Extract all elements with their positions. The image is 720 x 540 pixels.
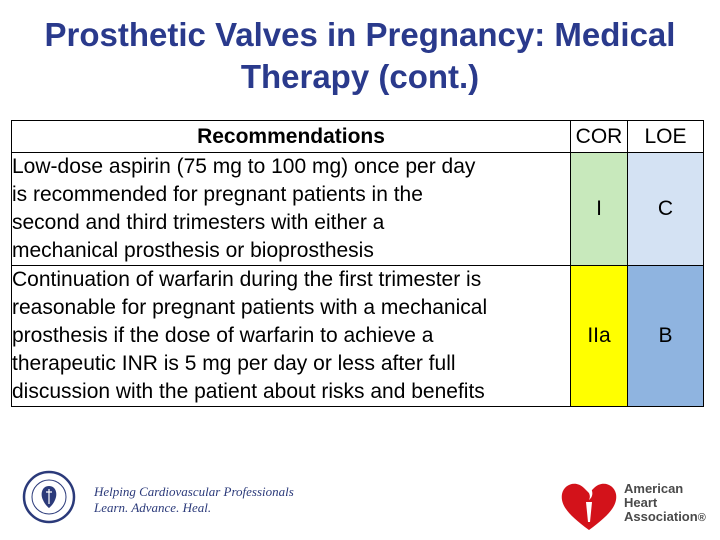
recommendation-text: Continuation of warfarin during the firs… bbox=[11, 265, 571, 407]
heart-torch-icon bbox=[561, 483, 617, 530]
aha-logo: American Heart Association® bbox=[558, 476, 718, 536]
recommendation-line: prosthesis if the dose of warfarin to ac… bbox=[12, 324, 434, 347]
acc-tagline-line: Learn. Advance. Heal. bbox=[94, 500, 212, 515]
aha-wordmark: American Heart Association® bbox=[624, 482, 706, 525]
acc-tagline-line: Helping Cardiovascular Professionals bbox=[94, 484, 294, 499]
recommendation-line: mechanical prosthesis or bioprosthesis bbox=[12, 239, 374, 262]
aha-word: Heart bbox=[624, 495, 658, 510]
recommendation-line: Continuation of warfarin during the firs… bbox=[12, 268, 482, 291]
table-row: Continuation of warfarin during the firs… bbox=[11, 265, 704, 407]
acc-tagline: Helping Cardiovascular Professionals Lea… bbox=[94, 484, 294, 516]
title-line-2: Therapy (cont.) bbox=[240, 58, 480, 95]
cor-cell: I bbox=[570, 152, 628, 266]
slide-title: Prosthetic Valves in Pregnancy: Medical … bbox=[0, 14, 720, 98]
header-loe: LOE bbox=[627, 120, 704, 153]
header-recommendations: Recommendations bbox=[11, 120, 571, 153]
title-line-1: Prosthetic Valves in Pregnancy: Medical bbox=[44, 16, 676, 53]
table-header-row: Recommendations COR LOE bbox=[11, 120, 704, 153]
aha-word: Association bbox=[624, 509, 698, 524]
recommendation-text: Low-dose aspirin (75 mg to 100 mg) once … bbox=[11, 152, 571, 266]
header-cor: COR bbox=[570, 120, 628, 153]
loe-cell: B bbox=[627, 265, 704, 407]
aha-word-line: Association® bbox=[624, 510, 706, 525]
recommendations-table: Recommendations COR LOE Low-dose aspirin… bbox=[11, 120, 704, 407]
recommendation-line: reasonable for pregnant patients with a … bbox=[12, 296, 488, 319]
recommendation-line: is recommended for pregnant patients in … bbox=[12, 183, 423, 206]
cor-cell: IIa bbox=[570, 265, 628, 407]
trademark-mark: ® bbox=[697, 512, 706, 524]
acc-seal-icon bbox=[22, 470, 76, 524]
aha-word: American bbox=[624, 481, 684, 496]
recommendation-line: discussion with the patient about risks … bbox=[12, 380, 485, 403]
acc-logo: Helping Cardiovascular Professionals Lea… bbox=[22, 470, 294, 530]
recommendation-line: Low-dose aspirin (75 mg to 100 mg) once … bbox=[12, 155, 476, 178]
loe-cell: C bbox=[627, 152, 704, 266]
recommendation-line: second and third trimesters with either … bbox=[12, 211, 385, 234]
table-row: Low-dose aspirin (75 mg to 100 mg) once … bbox=[11, 152, 704, 266]
recommendation-line: therapeutic INR is 5 mg per day or less … bbox=[12, 352, 456, 375]
